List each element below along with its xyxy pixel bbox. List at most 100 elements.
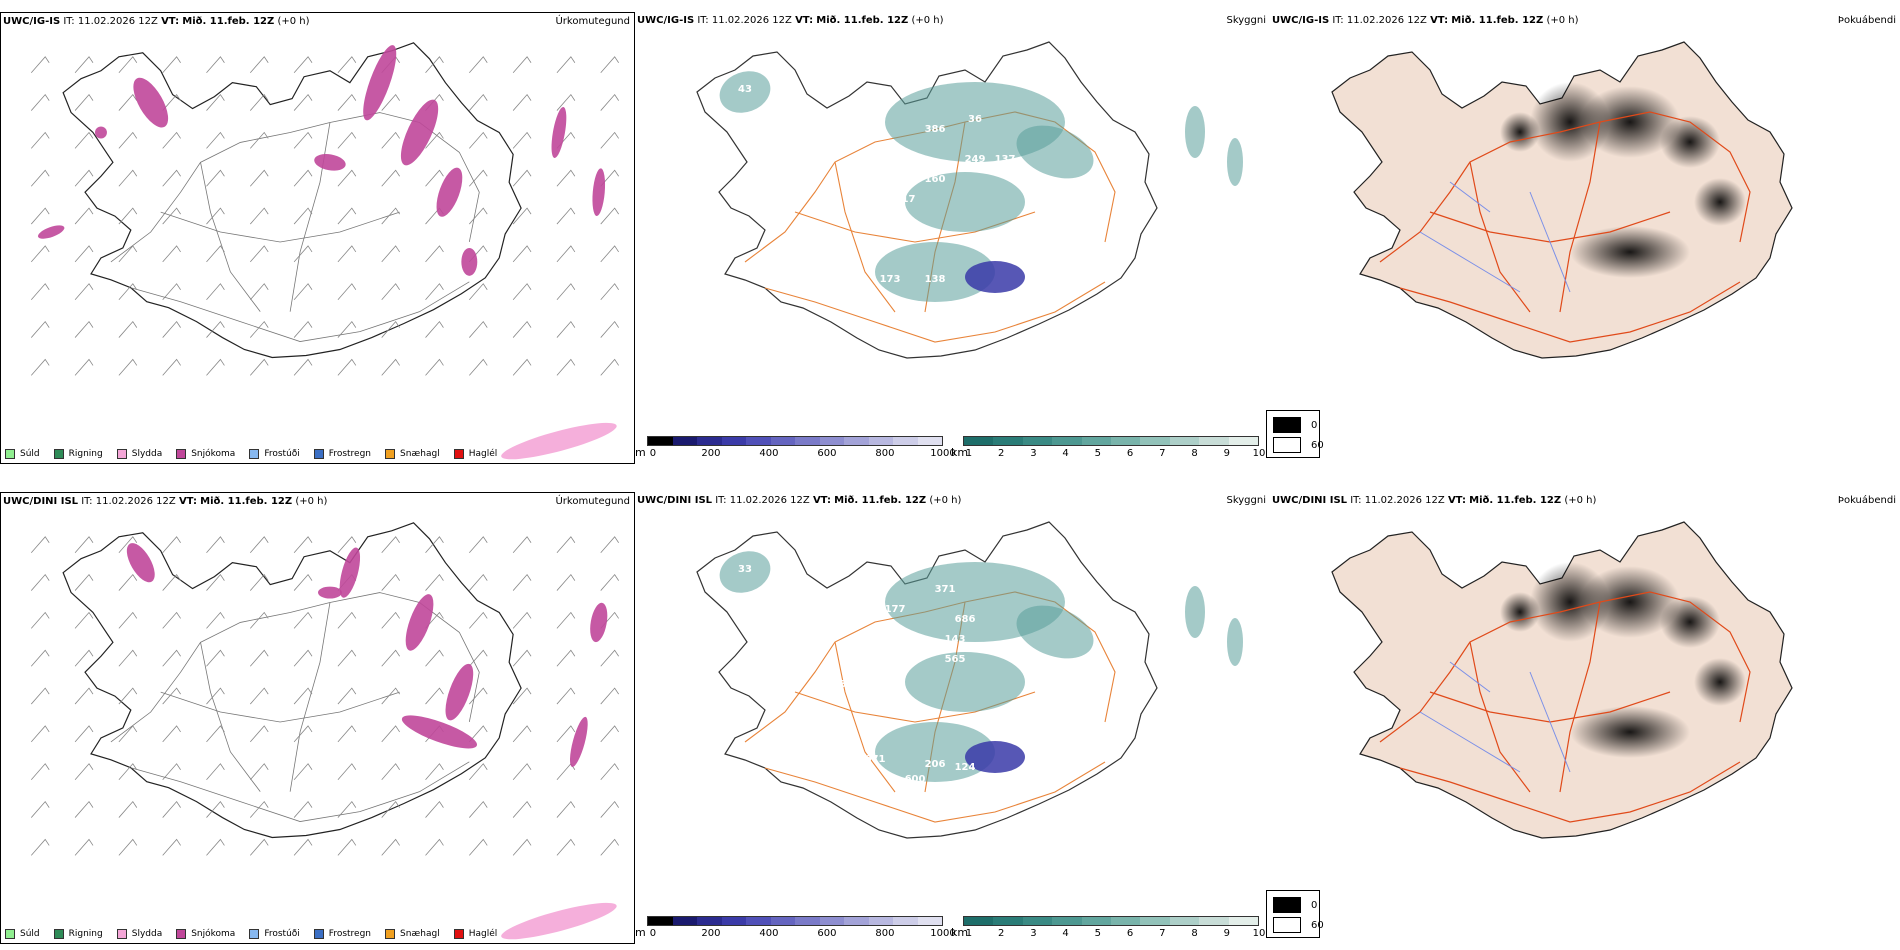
road-line (1559, 121, 1601, 313)
wind-barb (425, 611, 444, 629)
legend-label: Haglél (468, 929, 498, 939)
legend-item: Snjókoma (176, 449, 235, 459)
wind-barb (249, 838, 269, 856)
wind-barb (337, 649, 357, 667)
wind-barb (600, 800, 619, 818)
sleet-area (501, 902, 617, 940)
wind-barb (293, 283, 313, 300)
wind-barb (118, 93, 138, 111)
legend-item: Rigning (53, 929, 103, 939)
wind-barb (600, 169, 619, 187)
legend-item: Súld (5, 929, 40, 939)
wind-barb (469, 56, 488, 73)
panel-title: Skyggni (1226, 15, 1266, 26)
legend-swatch (53, 449, 64, 459)
wind-barb (600, 207, 619, 225)
precip-legend: Súld Rigning Slydda Snjókoma Frostúði Frostre… (5, 449, 497, 459)
vt-value: Mið. 11.feb. 12Z (816, 15, 909, 26)
legend-label: Snjókoma (191, 449, 236, 459)
wind-barb (337, 536, 357, 553)
fog-legend-label: 0 (1311, 899, 1318, 911)
wind-barb (337, 93, 357, 111)
wind-barb (469, 838, 488, 856)
vt-label: VT: (1430, 15, 1449, 26)
wind-barb (206, 800, 225, 818)
low-cloud-area (1016, 125, 1094, 179)
visibility-colorbar: km 1 2 3 4 5 6 7 8 9 10 (951, 436, 1265, 460)
wind-barb (469, 93, 488, 111)
wind-barb (249, 800, 269, 818)
colorbar-swatch (795, 917, 820, 925)
wind-barb (293, 320, 313, 338)
colorbar-swatch (697, 917, 722, 925)
cloud-visibility-map: 43 40 40 386 249 137 226 160 217 173 138 385 36 (696, 41, 1243, 359)
wind-barb (162, 611, 181, 629)
wind-barb (381, 320, 400, 338)
wind-barb (337, 358, 357, 376)
colorbar-swatch (1022, 917, 1053, 925)
wind-barb (556, 56, 576, 73)
road-line (110, 592, 480, 743)
wind-barb (74, 573, 94, 591)
vt-value: Mið. 11.feb. 12Z (182, 16, 275, 27)
legend-swatch (116, 929, 127, 939)
legend-swatch (176, 929, 187, 939)
wind-barb (249, 207, 269, 225)
wind-barb (556, 358, 576, 376)
wind-barb (600, 763, 619, 780)
wind-barb (425, 573, 444, 591)
colorbar-swatch (844, 917, 869, 925)
model-name: UWC/IG-IS (1272, 15, 1330, 26)
wind-barb (337, 838, 357, 856)
colorbar-swatch (648, 437, 673, 445)
wind-barb (249, 611, 269, 629)
snow-area (569, 716, 588, 767)
legend-label: Frostúði (264, 929, 300, 939)
wind-barb (425, 283, 444, 300)
road-line (200, 642, 261, 792)
vt-label: VT: (1447, 495, 1466, 506)
legend-item: Rigning (53, 449, 103, 459)
fog-area (1500, 112, 1540, 152)
wind-barb (556, 169, 576, 187)
ceiling-label: 565 (945, 654, 966, 665)
wind-barb (512, 687, 532, 705)
wind-barb (30, 56, 50, 73)
wind-barb (512, 838, 532, 856)
wind-barb (249, 725, 269, 743)
ceiling-label: 40 (798, 134, 812, 145)
ceiling-label: 367 (840, 679, 861, 690)
legend-swatch (453, 449, 464, 459)
cloud-visibility-map: 33 76 371 42 177 686 143 84 307 367 565 166 47 10 671 2… (696, 521, 1243, 839)
wind-barb (600, 536, 619, 553)
road-line (289, 122, 331, 312)
wind-barb (600, 649, 619, 667)
wind-barb (337, 725, 357, 743)
colorbar-swatch (868, 917, 893, 925)
river-line (1419, 231, 1521, 293)
wind-barb (293, 763, 313, 780)
road-line (1469, 641, 1531, 793)
wind-barb (600, 725, 619, 743)
legend-label: Snjókoma (191, 929, 236, 939)
fog-index-map (1331, 41, 1793, 359)
wind-barb (556, 536, 576, 553)
wind-barb (206, 93, 225, 111)
colorbar-swatch (1199, 437, 1229, 445)
it-label: IT: (63, 16, 75, 27)
precip-panel-row2: UWC/DINI ISL IT: 11.02.2026 12Z VT: Mið.… (0, 492, 635, 944)
wind-barb (337, 611, 357, 629)
snow-area (339, 547, 361, 598)
wind-barb (469, 169, 488, 187)
colorbar-swatch (868, 437, 893, 445)
colorbar-tick: 8 (1191, 928, 1198, 939)
low-cloud-area (905, 652, 1025, 712)
wind-barb (249, 358, 269, 376)
sleet-area (501, 422, 617, 460)
wind-barb (74, 320, 94, 338)
lead-time: (+0 h) (295, 496, 328, 507)
fog-legend-entry: 0 (1273, 897, 1317, 913)
wind-barb (118, 169, 138, 187)
wind-barb (381, 536, 400, 553)
colorbar-tick: 1000 (930, 448, 956, 459)
